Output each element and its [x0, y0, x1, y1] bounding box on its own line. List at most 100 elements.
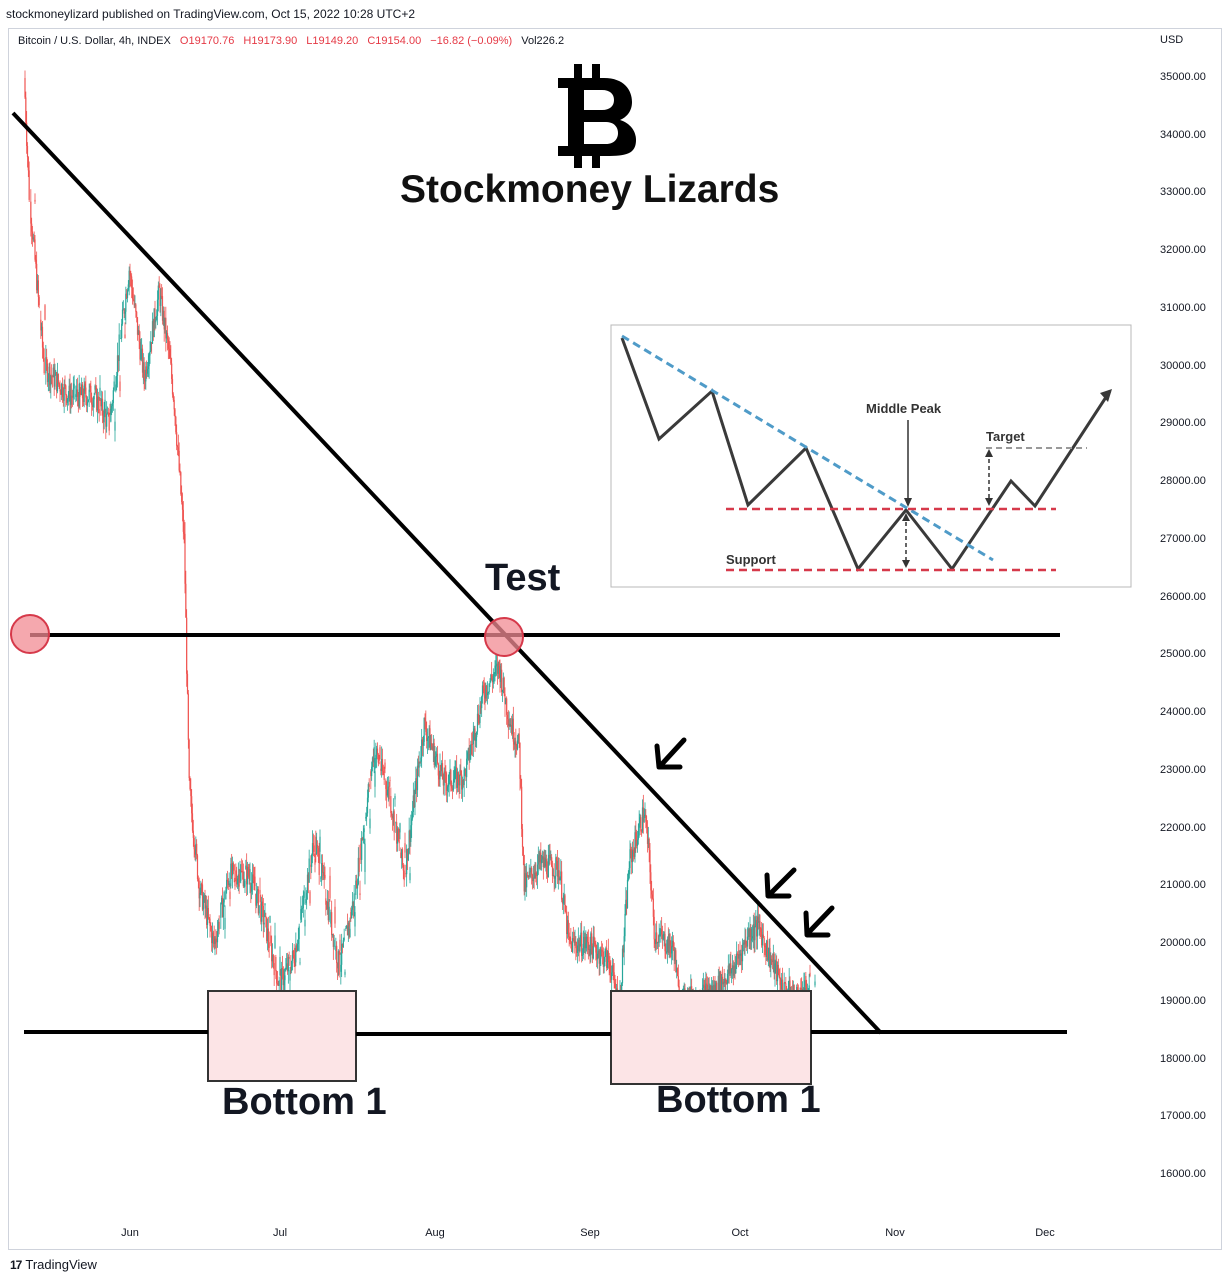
candle-body: [330, 912, 332, 924]
candle-body: [258, 905, 260, 914]
candle-body: [489, 681, 491, 684]
candle-body: [596, 952, 598, 960]
candle-body: [760, 928, 762, 932]
candle-body: [413, 795, 415, 808]
candle-body: [41, 326, 43, 331]
candle-body: [528, 871, 530, 878]
candle-body: [766, 940, 769, 961]
y-tick-label: 20000.00: [1160, 937, 1206, 950]
candle-body: [181, 501, 184, 510]
candle-body: [541, 856, 544, 860]
published-line: stockmoneylizard published on TradingVie…: [6, 7, 416, 21]
descending-trendline[interactable]: [11, 111, 883, 1035]
candle-body: [178, 450, 180, 471]
candle-body: [646, 826, 649, 844]
candle-body: [808, 985, 810, 994]
candle-body: [407, 849, 409, 861]
candle-body: [391, 812, 393, 816]
candle-body: [761, 934, 764, 946]
candle-body: [386, 790, 389, 796]
candle-body: [670, 945, 672, 954]
candle-body: [35, 259, 37, 264]
candle-body: [654, 939, 656, 944]
candle-body: [426, 738, 429, 742]
tradingview-footer[interactable]: 17 TradingView: [10, 1257, 97, 1272]
candle-body: [210, 926, 212, 930]
candle-body: [110, 408, 112, 422]
candle-body: [441, 763, 444, 780]
candle-body: [668, 934, 670, 953]
candle-body: [486, 692, 489, 696]
candle-body: [671, 940, 674, 948]
candle-body: [544, 857, 546, 867]
candle-body: [166, 332, 169, 340]
candle-body: [496, 663, 499, 674]
x-tick-label: Nov: [885, 1227, 905, 1239]
candle-body: [357, 857, 359, 885]
candle-body: [473, 728, 475, 735]
candle-body: [124, 334, 126, 339]
candle-body: [183, 531, 185, 534]
candle-body: [576, 948, 578, 953]
candle-body: [379, 747, 381, 760]
candle-body: [492, 675, 494, 683]
candle-body: [154, 308, 156, 323]
candle-body: [318, 853, 320, 875]
candle-body: [169, 349, 171, 359]
candle-body: [627, 877, 629, 880]
candle-body: [803, 972, 805, 991]
candle-body: [383, 773, 385, 780]
candle-body: [454, 768, 456, 779]
candle-body: [168, 348, 170, 350]
candle-body: [558, 870, 560, 881]
candle-body: [717, 975, 719, 997]
candle-body: [212, 932, 214, 937]
candle-body: [724, 978, 726, 984]
candle-body: [651, 890, 653, 895]
candle-body: [166, 332, 168, 339]
candle-body: [513, 741, 515, 745]
candle-body: [742, 942, 744, 945]
candle-body: [551, 866, 554, 876]
candle-body: [26, 122, 28, 146]
candle-body: [461, 774, 463, 790]
candle-body: [233, 864, 235, 871]
candle-body: [676, 968, 679, 977]
candle-body: [38, 296, 40, 306]
candle-body: [199, 893, 201, 899]
candle-body: [474, 728, 476, 741]
candle-body: [729, 963, 731, 974]
candle-body: [77, 396, 79, 407]
candle-body: [191, 813, 194, 831]
candle-body: [180, 472, 182, 495]
candle-body: [121, 323, 123, 339]
candle-body: [326, 904, 328, 910]
candle-body: [93, 395, 95, 400]
candle-body: [561, 899, 564, 904]
candle-body: [87, 399, 89, 402]
candle-body: [281, 967, 284, 970]
candle-body: [548, 855, 550, 858]
candle-body: [468, 748, 470, 761]
candle-body: [574, 941, 576, 943]
candle-body: [395, 822, 397, 824]
candle-body: [552, 875, 554, 877]
symbol-legend[interactable]: Bitcoin / U.S. Dollar, 4h, INDEX O19170.…: [18, 35, 570, 47]
candle-body: [784, 982, 786, 984]
candle-body: [611, 965, 614, 973]
candle-body: [730, 963, 732, 974]
y-tick-label: 28000.00: [1160, 475, 1206, 488]
candle-body: [172, 394, 174, 400]
candle-body: [58, 383, 60, 385]
candle-body: [397, 828, 399, 840]
ohlc-close: C19154.00: [367, 35, 422, 47]
candle-body: [421, 739, 424, 746]
candle-body: [706, 983, 708, 985]
candle-body: [593, 936, 595, 944]
candle-body: [340, 964, 342, 972]
candle-body: [273, 963, 275, 976]
candle-body: [125, 293, 127, 312]
candle-body: [646, 821, 648, 827]
candle-body: [225, 890, 227, 900]
